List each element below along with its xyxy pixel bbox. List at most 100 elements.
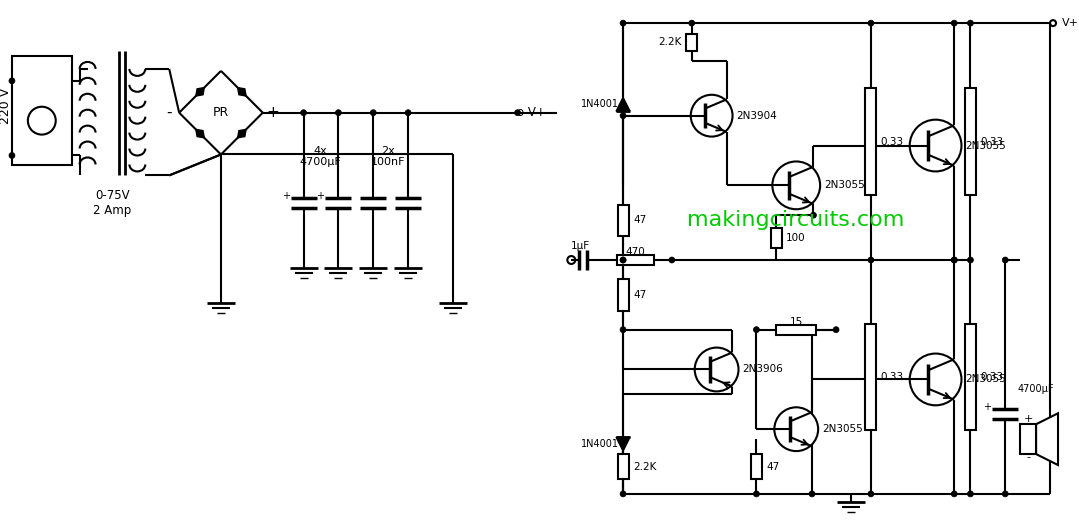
Text: V+: V+ [1062, 18, 1079, 28]
Circle shape [868, 20, 874, 26]
Text: +: + [316, 191, 325, 201]
Text: 15: 15 [790, 317, 803, 327]
Text: -: - [166, 105, 172, 120]
Circle shape [952, 20, 957, 26]
Text: +: + [282, 191, 289, 201]
Circle shape [952, 257, 957, 263]
Polygon shape [195, 87, 204, 96]
Circle shape [773, 162, 820, 209]
Circle shape [1002, 491, 1008, 497]
Bar [617, 279, 629, 310]
Circle shape [833, 327, 839, 333]
Text: 47: 47 [633, 290, 646, 300]
Circle shape [9, 78, 15, 84]
Circle shape [952, 257, 957, 263]
Text: 2N3904: 2N3904 [737, 111, 777, 121]
Text: 0-75V: 0-75V [95, 189, 129, 202]
Text: 100: 100 [787, 232, 806, 243]
Text: 1N4001: 1N4001 [582, 99, 619, 109]
Text: 2N3055: 2N3055 [824, 180, 865, 190]
Text: 4700µF: 4700µF [1017, 384, 1054, 394]
Text: 2.2K: 2.2K [658, 37, 682, 47]
Text: 100nF: 100nF [371, 158, 406, 167]
Text: makingcircuits.com: makingcircuits.com [686, 210, 904, 230]
Bar [1020, 424, 1036, 454]
Circle shape [868, 257, 874, 263]
Circle shape [620, 327, 626, 333]
Circle shape [669, 257, 674, 263]
Polygon shape [616, 97, 630, 111]
Circle shape [688, 20, 695, 26]
Text: +: + [1024, 414, 1033, 424]
Circle shape [695, 347, 738, 392]
Bar [12, 56, 71, 165]
Circle shape [910, 354, 961, 405]
Polygon shape [195, 129, 204, 138]
Text: 1N4001: 1N4001 [582, 439, 619, 449]
Circle shape [753, 327, 760, 333]
Circle shape [775, 407, 818, 451]
Circle shape [620, 20, 626, 26]
Text: 4700µF: 4700µF [300, 158, 341, 167]
Text: 0.33: 0.33 [880, 372, 904, 382]
Polygon shape [237, 87, 246, 96]
Circle shape [405, 110, 411, 115]
Text: 2N3055: 2N3055 [966, 374, 1007, 384]
Text: -: - [1026, 452, 1030, 462]
Text: 0.33: 0.33 [981, 372, 1003, 382]
Text: 47: 47 [766, 462, 780, 472]
Text: 0.33: 0.33 [880, 137, 904, 147]
Bar [617, 454, 629, 479]
Bar [965, 324, 975, 430]
Text: 470: 470 [626, 247, 645, 257]
Circle shape [620, 257, 626, 263]
Text: PR: PR [213, 106, 229, 119]
Circle shape [753, 491, 760, 497]
Bar [865, 324, 876, 430]
Circle shape [9, 152, 15, 159]
Circle shape [1002, 257, 1008, 263]
Bar [617, 204, 629, 236]
Bar [865, 88, 876, 195]
Circle shape [810, 212, 817, 218]
Circle shape [620, 257, 626, 263]
Text: 220 V: 220 V [0, 87, 13, 124]
Circle shape [809, 491, 815, 497]
Circle shape [336, 110, 341, 115]
Circle shape [370, 110, 377, 115]
Polygon shape [237, 129, 246, 138]
Text: 2 Amp: 2 Amp [94, 204, 132, 217]
Text: 47: 47 [633, 215, 646, 225]
Circle shape [968, 491, 973, 497]
Bar [686, 33, 697, 50]
Text: +: + [267, 105, 279, 120]
Bar [770, 228, 782, 248]
Circle shape [691, 95, 733, 137]
Circle shape [952, 491, 957, 497]
Text: 2.2K: 2.2K [633, 462, 656, 472]
Circle shape [620, 491, 626, 497]
Circle shape [910, 120, 961, 172]
Text: 2N3055: 2N3055 [966, 140, 1007, 150]
Text: 2x: 2x [381, 146, 395, 155]
Circle shape [620, 113, 626, 119]
Polygon shape [616, 437, 630, 451]
Text: 2N3055: 2N3055 [822, 424, 863, 434]
Bar [965, 88, 975, 195]
Text: +: + [983, 402, 992, 412]
Circle shape [28, 107, 56, 135]
Bar [776, 324, 816, 335]
Polygon shape [1036, 413, 1058, 465]
Bar [751, 454, 762, 479]
Circle shape [301, 110, 306, 115]
Text: o V+: o V+ [517, 106, 545, 119]
Circle shape [968, 257, 973, 263]
Circle shape [515, 110, 520, 115]
Text: 2N3906: 2N3906 [742, 365, 783, 374]
Bar [617, 255, 654, 265]
Text: 1µF: 1µF [571, 241, 590, 251]
Circle shape [968, 20, 973, 26]
Text: 0.33: 0.33 [981, 137, 1003, 147]
Text: 4x: 4x [314, 146, 327, 155]
Circle shape [868, 491, 874, 497]
